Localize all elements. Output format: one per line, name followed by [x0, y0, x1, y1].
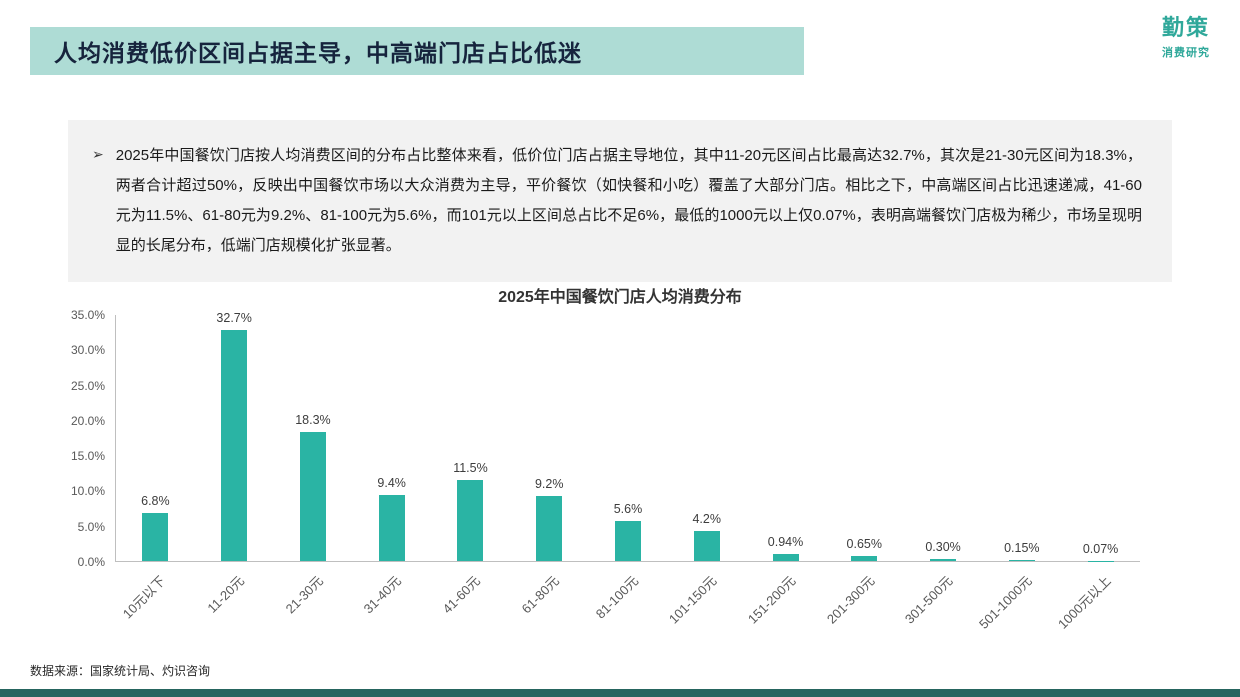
bar	[536, 496, 563, 561]
bar	[299, 431, 326, 561]
value-label: 0.07%	[1082, 541, 1119, 556]
value-label: 4.2%	[692, 512, 721, 527]
bar	[614, 521, 641, 561]
x-tick-label: 301-500元	[902, 573, 956, 627]
x-tick-label: 41-60元	[439, 573, 484, 617]
value-label: 9.4%	[377, 475, 406, 490]
brand-name: 勤策	[1161, 15, 1210, 40]
x-tick-label: 501-1000元	[975, 573, 1035, 632]
x-tick-label: 31-40元	[361, 573, 405, 617]
value-label: 0.30%	[925, 539, 961, 554]
x-tick-label: 21-30元	[282, 573, 326, 617]
value-label: 5.6%	[613, 502, 643, 517]
x-tick-label: 81-100元	[592, 573, 641, 622]
y-tick-label: 25.0%	[70, 378, 105, 393]
plot-area: 6.8% 10元以下 32.7% 11-20元 18.3% 21-30元 9.4% 31-40…	[115, 311, 1140, 632]
bar-column: 4.2% 101-150元	[666, 315, 746, 626]
brand-logo: 勤策 消费研究	[1162, 10, 1210, 60]
bar-column: 5.6% 81-100元	[589, 315, 668, 621]
x-tick-label: 1000元以上	[1054, 573, 1114, 632]
bar	[693, 531, 720, 561]
value-label: 18.3%	[295, 412, 331, 427]
title-banner: 人均消费低价区间占据主导，中高端门店占比低迷	[30, 27, 804, 75]
y-tick-label: 15.0%	[70, 449, 105, 464]
x-tick-label: 101-150元	[665, 573, 720, 627]
bar-column: 32.7% 11-20元	[195, 311, 274, 616]
x-tick-label: 10元以下	[119, 573, 169, 622]
summary-box: ➢ 2025年中国餐饮门店按人均消费区间的分布占比整体来看，低价位门店占据主导地…	[68, 120, 1172, 282]
bar	[1008, 559, 1035, 561]
bar-column: 9.2% 61-80元	[510, 315, 589, 616]
value-label: 0.15%	[1004, 540, 1040, 555]
value-label: 32.7%	[216, 311, 252, 326]
bar-column: 0.94% 151-200元	[745, 315, 825, 626]
bar-column: 0.15% 501-1000元	[976, 315, 1061, 632]
page-title: 人均消费低价区间占据主导，中高端门店占比低迷	[54, 40, 582, 66]
y-tick-label: 20.0%	[70, 413, 105, 428]
bar	[457, 479, 484, 561]
bar	[772, 554, 799, 561]
y-tick-label: 0.0%	[77, 555, 105, 569]
data-source: 数据来源：国家统计局、灼识咨询	[30, 664, 211, 678]
bar-column: 9.4% 31-40元	[352, 315, 431, 617]
y-tick-label: 5.0%	[77, 519, 105, 534]
summary-text: 2025年中国餐饮门店按人均消费区间的分布占比整体来看，低价位门店占据主导地位，…	[115, 147, 1142, 254]
bar-column: 18.3% 21-30元	[274, 315, 353, 617]
chart-title: 2025年中国餐饮门店人均消费分布	[498, 289, 742, 306]
brand-subtitle: 消费研究	[1161, 47, 1210, 59]
bar-column: 11.5% 41-60元	[431, 315, 510, 617]
x-tick-label: 61-80元	[518, 573, 562, 617]
bar-chart: 0.0% 5.0% 10.0% 15.0% 20.0% 25.0% 30.0% 35.0% 6…	[71, 308, 1140, 632]
y-tick-label: 35.0%	[70, 308, 105, 322]
value-label: 0.65%	[846, 537, 882, 552]
x-tick-label: 11-20元	[204, 573, 247, 616]
value-label: 11.5%	[453, 460, 488, 475]
bar	[930, 558, 957, 561]
bar-column: 0.07% 1000元以上	[1055, 315, 1140, 632]
x-tick-label: 201-300元	[823, 573, 878, 627]
bar	[142, 513, 169, 561]
bar-column: 0.65% 201-300元	[823, 315, 904, 626]
y-tick-label: 30.0%	[70, 343, 105, 358]
bar	[221, 330, 248, 561]
value-label: 9.2%	[534, 477, 564, 492]
bar-column: 0.30% 301-500元	[902, 315, 983, 627]
value-label: 6.8%	[141, 494, 170, 509]
bottom-strip	[0, 689, 1240, 697]
value-label: 0.94%	[767, 535, 804, 550]
y-tick-label: 10.0%	[70, 484, 105, 499]
arrow-bullet-icon: ➢	[92, 146, 104, 162]
bar-column: 6.8% 10元以下	[116, 315, 195, 622]
bar	[378, 494, 405, 561]
x-tick-label: 151-200元	[744, 573, 799, 627]
bar	[851, 556, 878, 561]
